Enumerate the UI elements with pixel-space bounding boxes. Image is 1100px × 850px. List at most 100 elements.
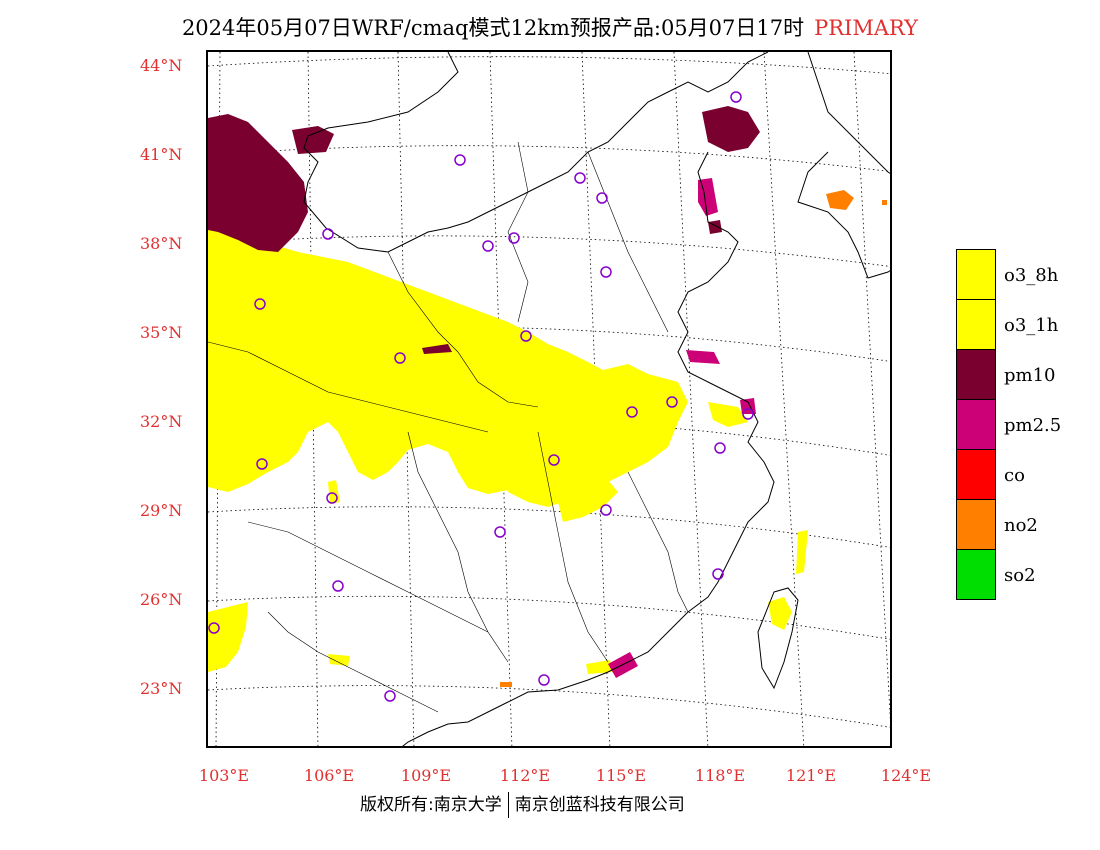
east-coastline	[402, 151, 775, 746]
legend-label-no2: no2	[1004, 515, 1038, 536]
boundary-3	[587, 151, 669, 333]
o3-region-coast	[586, 660, 613, 674]
province-boundaries	[208, 141, 689, 713]
pm10-region-northeast	[702, 106, 760, 152]
boundary-1	[387, 251, 539, 408]
station-marker	[326, 492, 338, 504]
lon-label-124: 124°E	[880, 766, 932, 785]
pm10-region-north	[292, 126, 334, 154]
copyright-right: 南京创蓝科技有限公司	[514, 795, 685, 815]
station-marker	[712, 568, 724, 580]
legend-swatch-o3-1h	[956, 299, 996, 350]
boundary-2	[507, 141, 529, 323]
legend-label-pm25: pm2.5	[1004, 415, 1062, 436]
lon-label-121: 121°E	[785, 766, 837, 785]
pm10-region-northwest	[208, 114, 308, 252]
o3-region-southwest	[208, 602, 248, 672]
station-marker	[384, 690, 396, 702]
parallel-26	[208, 595, 890, 640]
boundary-4	[208, 341, 489, 433]
station-marker	[394, 352, 406, 364]
station-marker	[600, 266, 612, 278]
lon-label-118: 118°E	[694, 766, 746, 785]
no2-spot-south	[500, 682, 512, 687]
o3-region-small2	[328, 654, 350, 666]
lon-label-115: 115°E	[595, 766, 647, 785]
station-marker	[538, 674, 550, 686]
station-marker	[714, 442, 726, 454]
lat-label-38: 38°N	[140, 234, 183, 253]
station-marker	[600, 504, 612, 516]
map-title: 2024年05月07日WRF/cmaq模式12km预报产品:05月07日17时 P…	[0, 12, 1100, 42]
korea-peninsula	[797, 151, 890, 279]
title-text: 2024年05月07日WRF/cmaq模式12km预报产品:05月07日17时	[181, 16, 805, 40]
o3-area	[208, 230, 808, 674]
map-frame	[206, 50, 892, 748]
lon-label-112: 112°E	[499, 766, 551, 785]
lat-label-26: 26°N	[140, 590, 183, 609]
legend-label-o3-1h: o3_1h	[1004, 315, 1059, 336]
station-marker	[508, 232, 520, 244]
station-marker	[666, 396, 678, 408]
taiwan-outline	[757, 587, 799, 690]
pm10-spot-1	[708, 220, 722, 234]
legend-swatch-so2	[956, 549, 996, 600]
station-marker	[742, 408, 754, 420]
legend-label-pm10: pm10	[1004, 365, 1056, 386]
boundary-9	[267, 611, 439, 713]
primary-label: PRIMARY	[814, 16, 919, 40]
station-marker	[520, 330, 532, 342]
station-marker	[254, 298, 266, 310]
korea-border-north	[807, 52, 890, 174]
coastline	[303, 52, 890, 746]
lat-label-44: 44°N	[140, 56, 183, 75]
copyright-footer: 版权所有:南京大学 南京创蓝科技有限公司	[360, 790, 685, 818]
lat-label-41: 41°N	[140, 145, 183, 164]
no2-region-korea	[826, 190, 854, 210]
lon-label-106: 106°E	[303, 766, 355, 785]
footer-separator	[507, 792, 509, 818]
legend-swatch-o3-8h	[956, 249, 996, 300]
lat-label-32: 32°N	[140, 412, 183, 431]
meridian-106	[307, 52, 319, 746]
station-marker	[332, 580, 344, 592]
station-marker	[322, 228, 334, 240]
no2-area	[500, 190, 887, 687]
o3-region-east	[796, 530, 808, 574]
boundary-6	[537, 431, 609, 663]
lat-label-23: 23°N	[140, 679, 183, 698]
lon-label-103: 103°E	[198, 766, 250, 785]
station-marker	[548, 454, 560, 466]
meridian-121	[763, 52, 805, 746]
station-marker	[256, 458, 268, 470]
o3-region-delta	[708, 402, 748, 427]
station-marker	[730, 91, 742, 103]
pm25-region-shanghai	[740, 398, 756, 414]
legend-swatch-pm10	[956, 349, 996, 400]
legend-swatch-no2	[956, 499, 996, 550]
legend-label-co: co	[1004, 465, 1025, 486]
boundary-8	[627, 471, 689, 613]
north-border	[303, 52, 769, 253]
o3-region-small1	[328, 480, 340, 504]
copyright-left: 版权所有:南京大学	[360, 795, 502, 815]
legend-swatch-pm25	[956, 399, 996, 450]
meridian-109	[397, 52, 415, 746]
station-marker	[574, 172, 586, 184]
station-marker	[596, 192, 608, 204]
legend-swatch-co	[956, 449, 996, 500]
pollution-map	[208, 52, 890, 746]
o3-region-taiwan	[768, 597, 792, 630]
station-marker	[208, 622, 220, 634]
station-marker	[494, 526, 506, 538]
station-marker	[454, 154, 466, 166]
pm25-region-east	[686, 350, 720, 364]
station-marker	[626, 406, 638, 418]
meridian-112	[489, 52, 513, 746]
lon-label-109: 109°E	[400, 766, 452, 785]
legend-label-o3-8h: o3_8h	[1004, 265, 1059, 286]
station-marker	[482, 240, 494, 252]
pm10-spot-2	[422, 344, 452, 354]
boundary-7	[247, 521, 489, 633]
o3-region-central	[488, 397, 678, 507]
